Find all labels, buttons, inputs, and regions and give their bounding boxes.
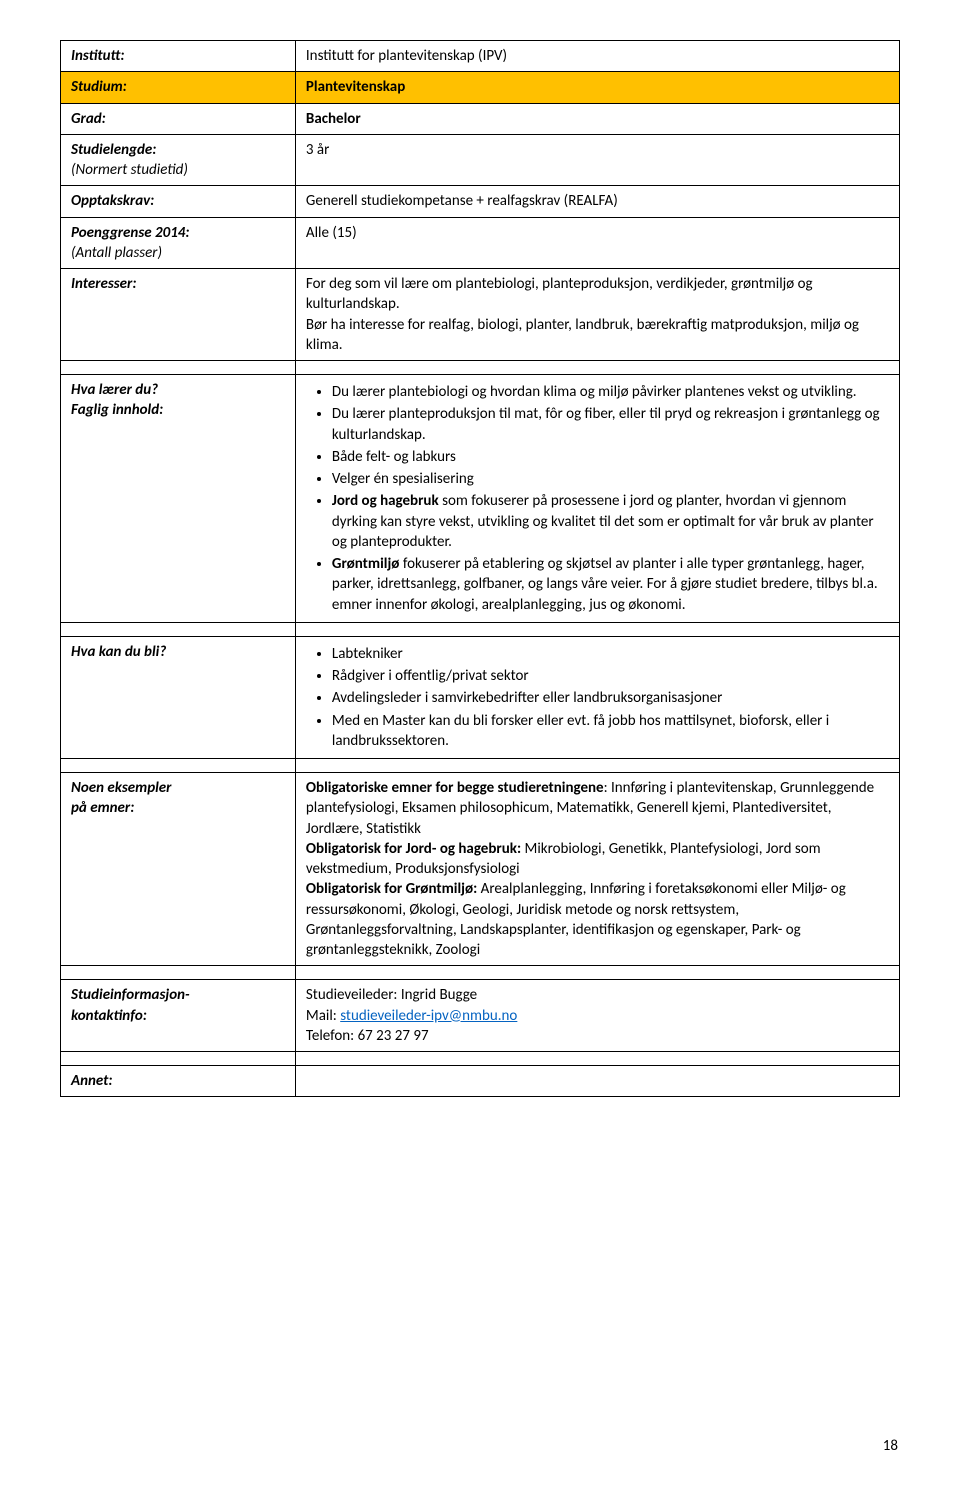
- spacer-2: [61, 622, 900, 636]
- row-kontakt: Studieinformasjon- kontaktinfo: Studieve…: [61, 980, 900, 1052]
- emner-1-b: Obligatoriske emner for begge studieretn…: [306, 779, 604, 797]
- spacer-3: [61, 759, 900, 773]
- label-emner-sub: på emner:: [71, 798, 285, 818]
- kontakt-line2: Mail: studieveileder-ipv@nmbu.no: [306, 1006, 889, 1026]
- hvalarer-item-1: Du lærer plantebiologi og hvordan klima …: [332, 382, 889, 402]
- label-grad: Grad:: [61, 103, 296, 134]
- row-hvalarer: Hva lærer du? Faglig innhold: Du lærer p…: [61, 375, 900, 623]
- label-annet: Annet:: [61, 1066, 296, 1097]
- value-opptakskrav: Generell studiekompetanse + realfagskrav…: [295, 186, 899, 217]
- label-hvalarer-sub: Faglig innhold:: [71, 400, 285, 420]
- value-hvakan: Labtekniker Rådgiver i offentlig/privat …: [295, 636, 899, 758]
- value-annet: [295, 1066, 899, 1097]
- hvakan-item-1: Labtekniker: [332, 644, 889, 664]
- label-opptakskrav: Opptakskrav:: [61, 186, 296, 217]
- hvalarer-item-6: Grøntmiljø fokuserer på etablering og sk…: [332, 554, 889, 615]
- value-poenggrense: Alle (15): [295, 217, 899, 269]
- row-opptakskrav: Opptakskrav: Generell studiekompetanse +…: [61, 186, 900, 217]
- label-poenggrense-main: Poenggrense 2014:: [71, 224, 190, 242]
- value-hvalarer: Du lærer plantebiologi og hvordan klima …: [295, 375, 899, 623]
- row-annet: Annet:: [61, 1066, 900, 1097]
- row-interesser: Interesser: For deg som vil lære om plan…: [61, 269, 900, 361]
- label-interesser: Interesser:: [61, 269, 296, 361]
- info-table: Institutt: Institutt for plantevitenskap…: [60, 40, 900, 1097]
- hvalarer-item-3: Både felt- og labkurs: [332, 447, 889, 467]
- value-studium: Plantevitenskap: [295, 72, 899, 103]
- spacer-5: [61, 1052, 900, 1066]
- row-studium: Studium: Plantevitenskap: [61, 72, 900, 103]
- row-studielengde: Studielengde: (Normert studietid) 3 år: [61, 134, 900, 186]
- label-kontakt: Studieinformasjon- kontaktinfo:: [61, 980, 296, 1052]
- row-grad: Grad: Bachelor: [61, 103, 900, 134]
- row-institutt: Institutt: Institutt for plantevitenskap…: [61, 41, 900, 72]
- hvakan-item-4: Med en Master kan du bli forsker eller e…: [332, 711, 889, 752]
- value-interesser: For deg som vil lære om plantebiologi, p…: [295, 269, 899, 361]
- label-hvalarer: Hva lærer du? Faglig innhold:: [61, 375, 296, 623]
- label-emner: Noen eksempler på emner:: [61, 773, 296, 966]
- hvalarer-item-5: Jord og hagebruk som fokuserer på proses…: [332, 491, 889, 552]
- label-studium: Studium:: [61, 72, 296, 103]
- label-hvalarer-main: Hva lærer du?: [71, 381, 158, 399]
- label-hvakan: Hva kan du bli?: [61, 636, 296, 758]
- hvalarer-list: Du lærer plantebiologi og hvordan klima …: [306, 382, 889, 615]
- hvalarer-5-b: Jord og hagebruk: [332, 492, 439, 510]
- hvakan-item-2: Rådgiver i offentlig/privat sektor: [332, 666, 889, 686]
- row-hvakan: Hva kan du bli? Labtekniker Rådgiver i o…: [61, 636, 900, 758]
- hvakan-item-3: Avdelingsleder i samvirkebedrifter eller…: [332, 688, 889, 708]
- value-emner: Obligatoriske emner for begge studieretn…: [295, 773, 899, 966]
- value-kontakt: Studieveileder: Ingrid Bugge Mail: studi…: [295, 980, 899, 1052]
- spacer-4: [61, 966, 900, 980]
- label-emner-main: Noen eksempler: [71, 779, 171, 797]
- label-poenggrense: Poenggrense 2014: (Antall plasser): [61, 217, 296, 269]
- label-kontakt-main: Studieinformasjon-: [71, 986, 190, 1004]
- emner-line2: Obligatorisk for Jord- og hagebruk: Mikr…: [306, 839, 889, 880]
- row-poenggrense: Poenggrense 2014: (Antall plasser) Alle …: [61, 217, 900, 269]
- hvalarer-6-r: fokuserer på etablering og skjøtsel av p…: [332, 555, 878, 614]
- hvalarer-item-4: Velger én spesialisering: [332, 469, 889, 489]
- value-institutt: Institutt for plantevitenskap (IPV): [295, 41, 899, 72]
- kontakt-mail-link[interactable]: studieveileder-ipv@nmbu.no: [340, 1007, 517, 1025]
- label-kontakt-sub: kontaktinfo:: [71, 1006, 285, 1026]
- page-number: 18: [883, 1437, 898, 1455]
- value-grad: Bachelor: [295, 103, 899, 134]
- kontakt-mail-pre: Mail:: [306, 1007, 340, 1025]
- label-poenggrense-sub: (Antall plasser): [71, 243, 285, 263]
- label-studielengde: Studielengde: (Normert studietid): [61, 134, 296, 186]
- value-studielengde: 3 år: [295, 134, 899, 186]
- interesser-text-1: For deg som vil lære om plantebiologi, p…: [306, 274, 889, 315]
- hvalarer-item-2: Du lærer planteproduksjon til mat, fôr o…: [332, 404, 889, 445]
- row-emner: Noen eksempler på emner: Obligatoriske e…: [61, 773, 900, 966]
- emner-line3: Obligatorisk for Grøntmiljø: Arealplanle…: [306, 879, 889, 960]
- hvakan-list: Labtekniker Rådgiver i offentlig/privat …: [306, 644, 889, 751]
- kontakt-line3: Telefon: 67 23 27 97: [306, 1026, 889, 1046]
- emner-2-b: Obligatorisk for Jord- og hagebruk:: [306, 840, 521, 858]
- label-institutt: Institutt:: [61, 41, 296, 72]
- emner-line1: Obligatoriske emner for begge studieretn…: [306, 778, 889, 839]
- emner-3-b: Obligatorisk for Grøntmiljø:: [306, 880, 477, 898]
- hvalarer-6-b: Grøntmiljø: [332, 555, 400, 573]
- kontakt-line1: Studieveileder: Ingrid Bugge: [306, 985, 889, 1005]
- label-studielengde-sub: (Normert studietid): [71, 160, 285, 180]
- interesser-text-2: Bør ha interesse for realfag, biologi, p…: [306, 315, 889, 356]
- label-studielengde-main: Studielengde:: [71, 141, 156, 159]
- spacer-1: [61, 361, 900, 375]
